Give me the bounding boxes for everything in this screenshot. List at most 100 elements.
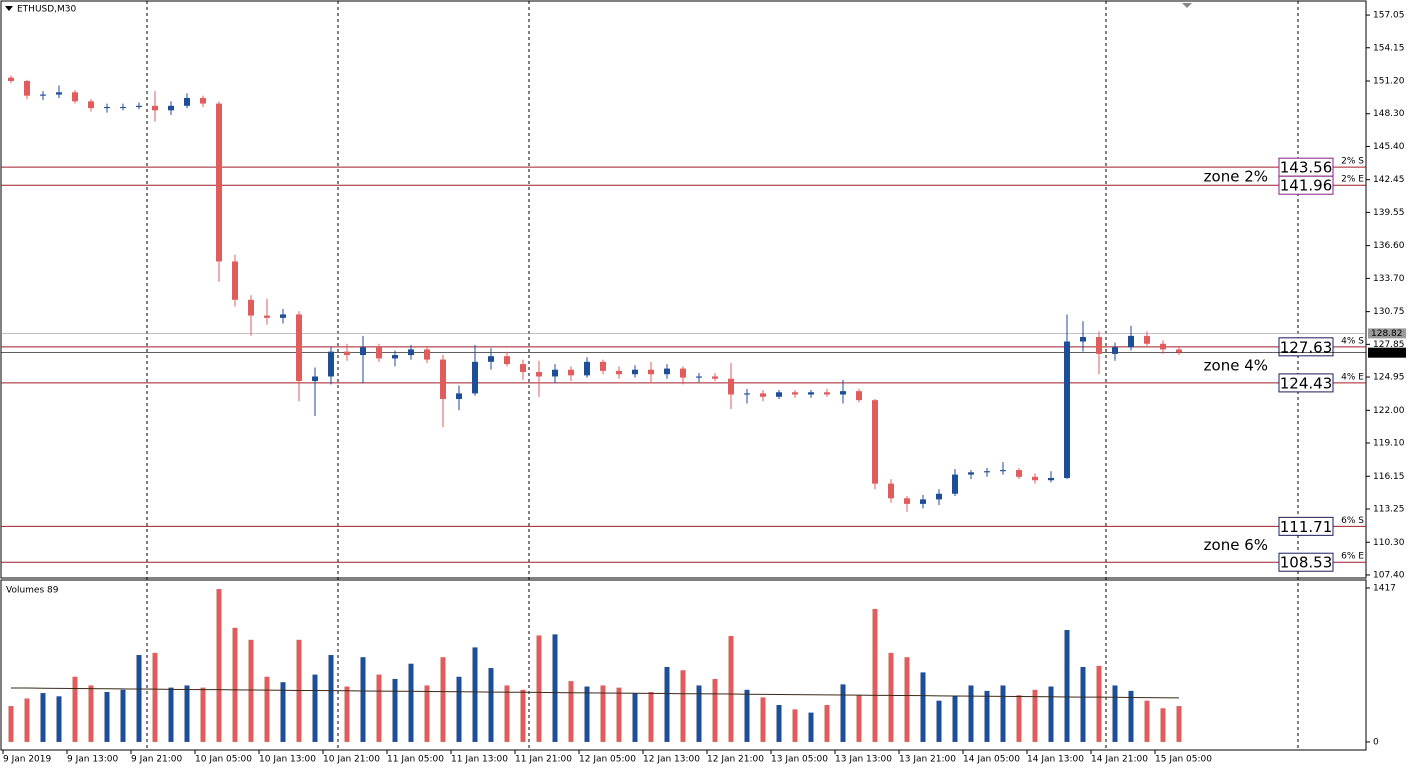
candle-body xyxy=(856,391,862,401)
candle-body xyxy=(248,299,254,316)
level-box xyxy=(1278,337,1334,357)
candle-body xyxy=(632,369,638,375)
volume-bar xyxy=(968,685,974,742)
volume-bar xyxy=(520,689,526,742)
x-tick-label: 14 Jan 21:00 xyxy=(1091,755,1148,765)
volume-bar xyxy=(40,693,46,742)
candle-body xyxy=(360,347,366,356)
candle-body xyxy=(904,498,910,504)
candle-body xyxy=(56,92,62,95)
candle-body xyxy=(120,106,126,108)
volume-bar xyxy=(1112,685,1118,742)
x-tick-label: 12 Jan 13:00 xyxy=(643,755,700,765)
x-tick-label: 12 Jan 05:00 xyxy=(579,755,636,765)
zone-tag: 2% S xyxy=(1341,157,1364,167)
candle-body xyxy=(696,376,702,378)
volume-bar xyxy=(728,635,734,742)
volume-bar xyxy=(392,678,398,742)
candle-body xyxy=(312,376,318,381)
level-box xyxy=(1278,516,1334,536)
candle-body xyxy=(840,391,846,395)
candle-body xyxy=(344,351,350,356)
volume-bar xyxy=(8,706,14,742)
volume-bar xyxy=(1048,686,1054,742)
candle-body xyxy=(472,361,478,394)
volume-bar xyxy=(696,685,702,742)
x-tick-label: 13 Jan 21:00 xyxy=(899,755,956,765)
candle-body xyxy=(1048,477,1054,481)
x-tick-label: 10 Jan 05:00 xyxy=(195,755,252,765)
candle-body xyxy=(456,393,462,400)
zone-name: zone 6% xyxy=(1204,536,1268,554)
volume-bar xyxy=(936,700,942,742)
volume-bar xyxy=(616,687,622,742)
x-tick-label: 11 Jan 21:00 xyxy=(515,755,572,765)
zone-tag: 6% E xyxy=(1341,552,1364,562)
candle-body xyxy=(296,314,302,381)
candle-body xyxy=(152,105,158,111)
volume-bar xyxy=(1160,708,1166,742)
candle-body xyxy=(1144,335,1150,344)
volume-bar xyxy=(376,674,382,742)
x-tick-label: 14 Jan 05:00 xyxy=(963,755,1020,765)
level-label: 111.71 xyxy=(1280,518,1333,536)
candle-body xyxy=(872,400,878,484)
level-label: 124.43 xyxy=(1280,374,1333,392)
candle-body xyxy=(280,314,286,318)
volume-bar xyxy=(328,655,334,742)
y-tick-label: 157.05 xyxy=(1373,11,1405,21)
volume-bar xyxy=(456,676,462,742)
volume-panel xyxy=(0,579,1367,751)
volume-bar xyxy=(120,689,126,742)
y-tick-label: 151.20 xyxy=(1373,77,1405,87)
candle-body xyxy=(520,364,526,372)
x-tick-label: 10 Jan 13:00 xyxy=(259,755,316,765)
volume-bar xyxy=(232,627,238,742)
candle-body xyxy=(168,105,174,111)
volume-bar xyxy=(408,663,414,742)
volume-bar xyxy=(920,672,926,742)
volume-bar xyxy=(1016,695,1022,742)
candle-body xyxy=(440,359,446,400)
menu-icon[interactable] xyxy=(5,6,13,11)
candle-body xyxy=(488,356,494,362)
y-tick-label: 116.15 xyxy=(1373,472,1405,482)
volume-bar xyxy=(440,657,446,742)
volume-bar xyxy=(88,685,94,742)
volume-bar xyxy=(872,608,878,742)
candle-body xyxy=(24,81,30,96)
candle-body xyxy=(392,355,398,359)
candle-body xyxy=(136,105,142,107)
volume-bar xyxy=(536,635,542,742)
level-label: 141.96 xyxy=(1280,177,1333,195)
candle-body xyxy=(264,315,270,318)
candle-body xyxy=(424,349,430,360)
candle-body xyxy=(1016,470,1022,477)
candle-body xyxy=(72,92,78,102)
volume-bar xyxy=(56,696,62,742)
volume-bar xyxy=(264,676,270,742)
volume-bar xyxy=(1096,665,1102,742)
y-tick-label: 136.60 xyxy=(1373,241,1405,251)
shift-marker xyxy=(1182,3,1192,8)
volume-bar xyxy=(584,686,590,742)
candle-body xyxy=(664,368,670,375)
candle-body xyxy=(744,393,750,395)
candle-body xyxy=(1032,476,1038,481)
volume-bar xyxy=(776,705,782,742)
candle-body xyxy=(712,376,718,379)
candle-body xyxy=(584,361,590,376)
y-tick-label: 119.10 xyxy=(1373,439,1405,449)
candle-body xyxy=(504,356,510,365)
volume-bar xyxy=(824,705,830,742)
y-tick-label: 142.45 xyxy=(1373,175,1405,185)
volume-tick-label: 0 xyxy=(1373,737,1379,747)
volume-bar xyxy=(1064,630,1070,742)
x-tick-label: 15 Jan 05:00 xyxy=(1155,755,1212,765)
x-tick-label: 14 Jan 13:00 xyxy=(1027,755,1084,765)
volume-bar xyxy=(136,655,142,742)
x-tick-label: 13 Jan 13:00 xyxy=(835,755,892,765)
price-panel xyxy=(0,0,1367,579)
candle-body xyxy=(760,393,766,397)
